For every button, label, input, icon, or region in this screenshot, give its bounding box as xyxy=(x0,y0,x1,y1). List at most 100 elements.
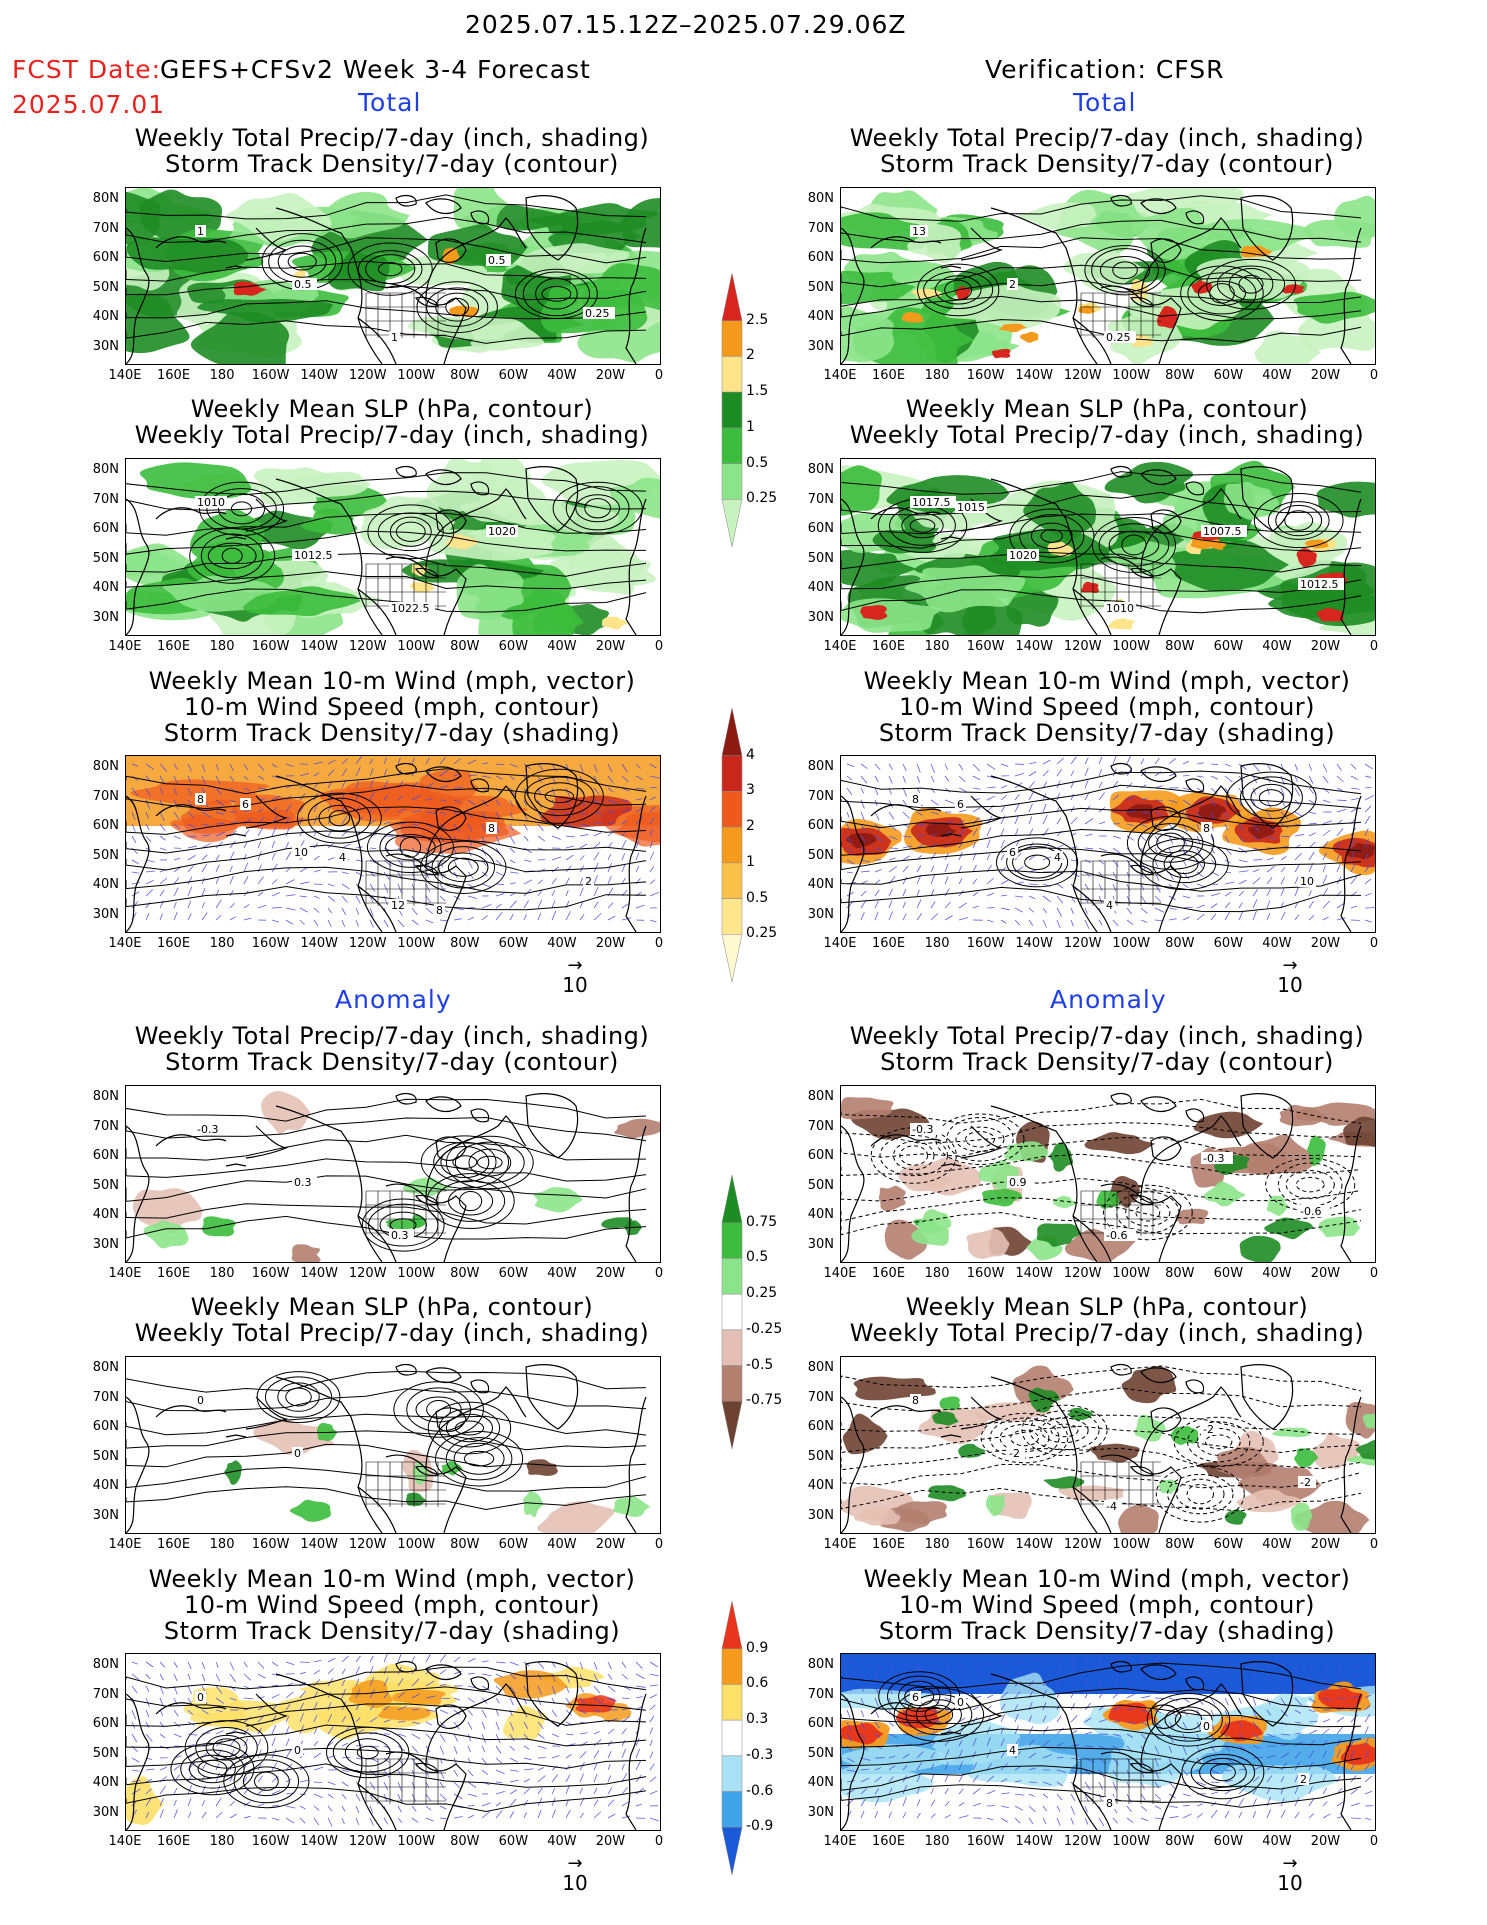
contour-label: 4 xyxy=(1054,851,1061,864)
lon-tick-label: 140E xyxy=(823,1537,857,1552)
lon-tick-label: 20W xyxy=(595,1834,626,1849)
contour-label: 1015 xyxy=(957,501,985,514)
state-borders xyxy=(365,1758,446,1804)
lat-tick-label: 40N xyxy=(92,1207,119,1222)
period-title: 2025.07.15.12Z–2025.07.29.06Z xyxy=(465,10,907,39)
colorbar-label: 2.5 xyxy=(746,311,769,328)
panel-title-line: Weekly Mean 10-m Wind (mph, vector) xyxy=(863,1565,1351,1593)
lat-tick-label: 50N xyxy=(807,1177,834,1193)
contour-label: 0 xyxy=(294,1447,301,1460)
contour-label: 0.9 xyxy=(1009,1176,1027,1189)
lon-tick-label: 20W xyxy=(595,368,626,383)
lon-tick-label: 140W xyxy=(300,1537,339,1552)
lat-tick-label: 80N xyxy=(92,462,119,477)
coastline xyxy=(126,1660,647,1830)
contour-label: 0.3 xyxy=(294,1176,312,1189)
lat-tick-label: 70N xyxy=(92,1118,119,1134)
contour-label: 8 xyxy=(1106,1797,1113,1810)
lon-tick-label: 140W xyxy=(300,368,339,383)
lon-tick-label: 20W xyxy=(595,1266,626,1281)
panel-title-line: Weekly Mean 10-m Wind (mph, vector) xyxy=(148,667,636,695)
lon-tick-label: 140E xyxy=(823,936,857,951)
lon-tick-label: 120W xyxy=(348,936,387,951)
contour-label: 8 xyxy=(912,793,919,806)
contour-label: 0.25 xyxy=(1106,331,1131,344)
contour-label: 1020 xyxy=(1009,549,1037,562)
colorbar-swatch xyxy=(721,499,743,548)
colorbar-label: -0.25 xyxy=(746,1320,783,1337)
contour-label: 6 xyxy=(912,1691,919,1704)
contour-label: 1 xyxy=(197,225,204,238)
colorbar-swatch xyxy=(721,356,743,393)
panel-title-line: Storm Track Density/7-day (contour) xyxy=(165,1048,619,1076)
lon-tick-label: 160W xyxy=(966,639,1005,654)
lon-tick-label: 0 xyxy=(654,639,664,654)
lon-tick-label: 140W xyxy=(300,936,339,951)
panel-title-line: 10-m Wind Speed (mph, contour) xyxy=(183,1591,601,1619)
wind-vectors xyxy=(846,1654,1373,1827)
lon-tick-label: 180 xyxy=(924,639,950,654)
lon-tick-label: 40W xyxy=(1262,1266,1292,1281)
contour-label: 1010 xyxy=(197,496,225,509)
lon-tick-label: 0 xyxy=(654,936,664,951)
lon-tick-label: 160E xyxy=(157,1834,191,1849)
colorbar-label: 1 xyxy=(746,853,755,870)
colorbar-swatch xyxy=(721,1365,743,1402)
panel-title: Weekly Mean 10-m Wind (mph, vector) 10-m … xyxy=(800,668,1414,746)
contours xyxy=(126,1370,647,1511)
lon-tick-label: 40W xyxy=(1262,936,1292,951)
contour-label: 8 xyxy=(197,793,204,806)
lon-tick-label: 20W xyxy=(1310,1537,1341,1552)
colorbar-label: -0.9 xyxy=(746,1818,774,1835)
vector-reference-label: 10 xyxy=(1277,973,1303,997)
colorbar-swatch xyxy=(721,1648,743,1685)
colorbar-storm-total xyxy=(720,705,744,989)
lat-tick-label: 40N xyxy=(807,309,834,324)
lon-tick-label: 160E xyxy=(872,368,906,383)
colorbar-swatch xyxy=(721,1719,743,1757)
state-borders xyxy=(1080,1758,1161,1804)
lon-tick-label: 160E xyxy=(157,1537,191,1552)
colorbar-swatch xyxy=(721,791,743,828)
lon-tick-label: 120W xyxy=(1063,368,1102,383)
colorbar-swatch xyxy=(721,755,743,792)
lon-tick-label: 140E xyxy=(823,368,857,383)
lon-tick-label: 160E xyxy=(872,1266,906,1281)
contour-label: 2 xyxy=(585,875,592,888)
vector-reference: → 10 xyxy=(1270,1855,1310,1896)
lat-tick-label: 50N xyxy=(92,1177,119,1193)
lat-tick-label: 80N xyxy=(807,462,834,477)
contour-label: 4 xyxy=(1009,1744,1016,1757)
lon-tick-label: 180 xyxy=(924,1537,950,1552)
lon-tick-label: 60W xyxy=(1213,368,1244,383)
lon-tick-label: 40W xyxy=(547,639,577,654)
lat-tick-label: 40N xyxy=(807,1775,834,1790)
lon-tick-label: 20W xyxy=(595,1537,626,1552)
lon-tick-label: 140W xyxy=(1015,368,1054,383)
lat-tick-label: 30N xyxy=(92,1804,119,1820)
panel-title: Weekly Total Precip/7-day (inch, shading… xyxy=(800,1023,1414,1075)
colorbar-swatch xyxy=(721,1222,743,1259)
lon-tick-label: 120W xyxy=(348,1537,387,1552)
contour-label: 8 xyxy=(488,822,495,835)
vector-reference-label: 10 xyxy=(1277,1871,1303,1895)
contour-label: 1017.5 xyxy=(912,496,951,509)
lon-tick-label: 160W xyxy=(251,1266,290,1281)
lon-tick-label: 40W xyxy=(1262,1834,1292,1849)
panel-title-line: Weekly Total Precip/7-day (inch, shading… xyxy=(134,124,650,152)
lon-tick-label: 0 xyxy=(654,368,664,383)
lon-tick-label: 0 xyxy=(1369,368,1379,383)
colorbar-label: 0.25 xyxy=(746,490,778,507)
lon-tick-label: 0 xyxy=(654,1834,664,1849)
shading xyxy=(126,1357,660,1533)
section-total-right: Total xyxy=(1073,88,1137,117)
lon-tick-label: 80W xyxy=(1165,1537,1195,1552)
arrow-icon: → xyxy=(1282,955,1298,976)
vector-reference-label: 10 xyxy=(562,973,588,997)
contour-label: 1010 xyxy=(1106,602,1134,615)
contour-label: -0.3 xyxy=(1203,1152,1224,1165)
lon-tick-label: 180 xyxy=(209,639,235,654)
lon-tick-label: 20W xyxy=(1310,639,1341,654)
contour-label: 0 xyxy=(294,1744,301,1757)
panel-title-line: Weekly Mean 10-m Wind (mph, vector) xyxy=(148,1565,636,1593)
